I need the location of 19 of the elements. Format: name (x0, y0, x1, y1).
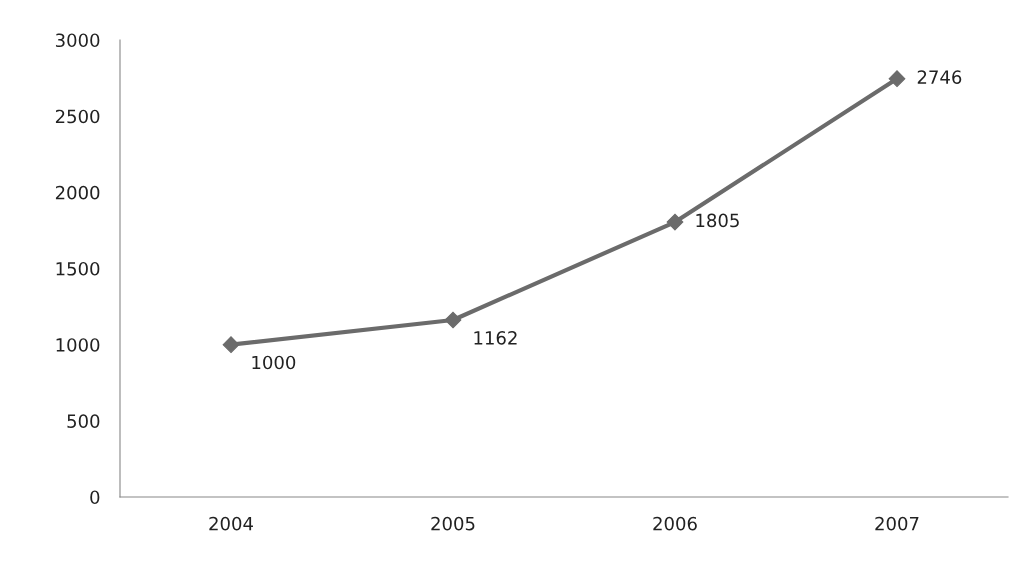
y-tick-label: 1000 (56, 338, 100, 352)
y-tick-label: 0 (90, 490, 100, 505)
point (666, 213, 684, 231)
point (888, 70, 906, 88)
y-tick-label: 2500 (55, 109, 100, 124)
data-label: 2746 (917, 70, 962, 84)
data-label: 1162 (474, 331, 517, 345)
y-tick-label: 2000 (55, 185, 100, 200)
x-tick-label: 2005 (431, 516, 475, 531)
point (444, 311, 462, 329)
y-tick-label: 1500 (56, 261, 100, 276)
x-tick-label: 2007 (875, 516, 919, 531)
point (222, 336, 240, 354)
x-tick-label: 2006 (653, 516, 697, 531)
y-tick-label: 500 (67, 414, 100, 428)
data-label: 1000 (252, 355, 296, 370)
x-tick-label: 2004 (209, 516, 253, 531)
y-tick-label: 3000 (55, 33, 100, 48)
data-label: 1805 (696, 213, 739, 228)
